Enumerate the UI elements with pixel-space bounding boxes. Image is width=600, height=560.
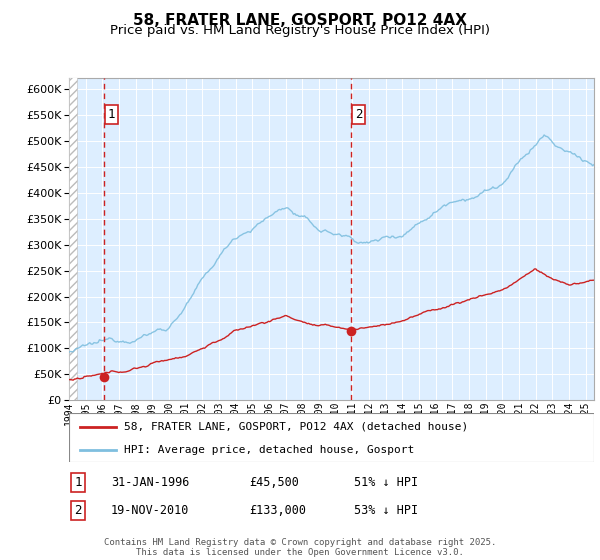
Text: 2: 2 <box>74 504 82 517</box>
Text: £45,500: £45,500 <box>249 476 299 489</box>
Text: Contains HM Land Registry data © Crown copyright and database right 2025.
This d: Contains HM Land Registry data © Crown c… <box>104 538 496 557</box>
Text: 58, FRATER LANE, GOSPORT, PO12 4AX: 58, FRATER LANE, GOSPORT, PO12 4AX <box>133 13 467 28</box>
FancyBboxPatch shape <box>69 413 594 462</box>
Text: 2: 2 <box>355 108 362 122</box>
Text: 31-JAN-1996: 31-JAN-1996 <box>111 476 190 489</box>
Text: 19-NOV-2010: 19-NOV-2010 <box>111 504 190 517</box>
Text: 51% ↓ HPI: 51% ↓ HPI <box>354 476 418 489</box>
Text: 1: 1 <box>108 108 115 122</box>
Text: 58, FRATER LANE, GOSPORT, PO12 4AX (detached house): 58, FRATER LANE, GOSPORT, PO12 4AX (deta… <box>124 422 469 432</box>
Text: 53% ↓ HPI: 53% ↓ HPI <box>354 504 418 517</box>
Text: £133,000: £133,000 <box>249 504 306 517</box>
Text: HPI: Average price, detached house, Gosport: HPI: Average price, detached house, Gosp… <box>124 445 415 455</box>
Text: 1: 1 <box>74 476 82 489</box>
Text: Price paid vs. HM Land Registry's House Price Index (HPI): Price paid vs. HM Land Registry's House … <box>110 24 490 37</box>
